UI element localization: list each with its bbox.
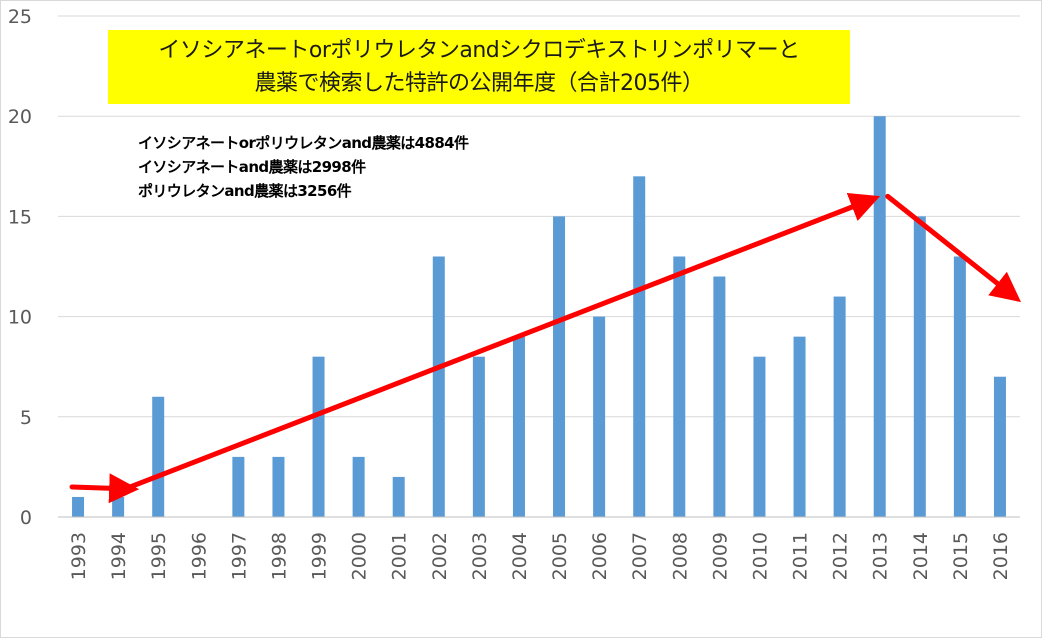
x-tick-label: 2005 — [549, 532, 571, 580]
trend-arrows — [69, 192, 1022, 504]
x-tick-label: 1997 — [228, 532, 250, 580]
annotation-line-2: イソシアネートand農薬は2998件 — [138, 158, 366, 176]
x-tick-label: 2008 — [669, 532, 691, 580]
y-tick-label: 5 — [20, 407, 32, 429]
bar-1998 — [272, 456, 285, 517]
bar-2003 — [472, 356, 485, 517]
bar-2012 — [833, 296, 846, 517]
annotation-line-3: ポリウレタンand農薬は3256件 — [138, 182, 352, 200]
bar-2000 — [352, 456, 365, 517]
x-tick-label: 2010 — [749, 532, 771, 580]
bar-2005 — [553, 216, 566, 517]
x-tick-label: 2000 — [349, 532, 371, 580]
x-tick-label: 2009 — [709, 532, 731, 580]
bar-2002 — [432, 256, 445, 517]
x-tick-label: 2007 — [629, 532, 651, 580]
y-tick-label: 15 — [8, 206, 32, 228]
chart-title: イソシアネートorポリウレタンandシクロデキストリンポリマーと — [158, 38, 800, 63]
bar-2009 — [713, 276, 726, 517]
trend-arrow — [69, 473, 140, 504]
bar-1997 — [232, 456, 245, 517]
x-tick-label: 1993 — [68, 532, 90, 580]
x-tick-label: 2016 — [990, 532, 1012, 580]
y-axis: 0 5 10 15 20 25 — [8, 6, 32, 529]
x-tick-label: 1996 — [188, 532, 210, 580]
chart-subtitle: 農薬で検索した特許の公開年度（合計205件） — [254, 71, 705, 96]
y-tick-label: 0 — [20, 507, 32, 529]
x-tick-label: 1999 — [309, 532, 331, 580]
bar-2014 — [913, 216, 926, 517]
bar-2004 — [512, 336, 525, 517]
annotation-block: イソシアネートorポリウレタンand農薬は4884件 イソシアネートand農薬は… — [138, 131, 469, 203]
x-tick-label: 2001 — [389, 532, 411, 580]
y-tick-label: 25 — [8, 6, 32, 28]
y-tick-label: 20 — [8, 106, 32, 128]
bar-2007 — [633, 176, 646, 517]
x-tick-label: 1994 — [108, 532, 130, 580]
bar-2011 — [793, 336, 806, 517]
bar-1994 — [112, 496, 125, 517]
chart-title-box: イソシアネートorポリウレタンandシクロデキストリンポリマーと 農薬で検索した… — [108, 30, 850, 104]
bar-2013 — [873, 116, 886, 517]
x-tick-label: 2012 — [830, 532, 852, 580]
x-tick-label: 2015 — [950, 532, 972, 580]
x-tick-label: 2006 — [589, 532, 611, 580]
x-tick-label: 1995 — [148, 532, 170, 580]
bar-2016 — [993, 376, 1006, 517]
bar-2010 — [753, 356, 766, 517]
x-tick-label: 2013 — [870, 532, 892, 580]
x-tick-label: 2004 — [509, 532, 531, 580]
x-tick-label: 2003 — [469, 532, 491, 580]
bar-2006 — [593, 316, 606, 517]
y-tick-label: 10 — [8, 307, 32, 329]
x-axis: 1993 1994 1995 1996 1997 1998 1999 2000 2001 2002… — [58, 516, 1020, 580]
trend-arrow — [127, 192, 881, 490]
bar-1995 — [152, 396, 165, 517]
bar-1993 — [72, 496, 85, 517]
x-tick-label: 1998 — [268, 532, 290, 580]
x-tick-label: 2011 — [790, 532, 812, 580]
bar-2015 — [953, 256, 966, 517]
trend-arrow — [885, 193, 1022, 303]
bar-2008 — [673, 256, 686, 517]
bar-1999 — [312, 356, 325, 517]
bar-2001 — [392, 476, 405, 517]
annotation-line-1: イソシアネートorポリウレタンand農薬は4884件 — [138, 134, 469, 152]
x-tick-label: 2002 — [429, 532, 451, 580]
x-tick-label: 2014 — [910, 532, 932, 580]
